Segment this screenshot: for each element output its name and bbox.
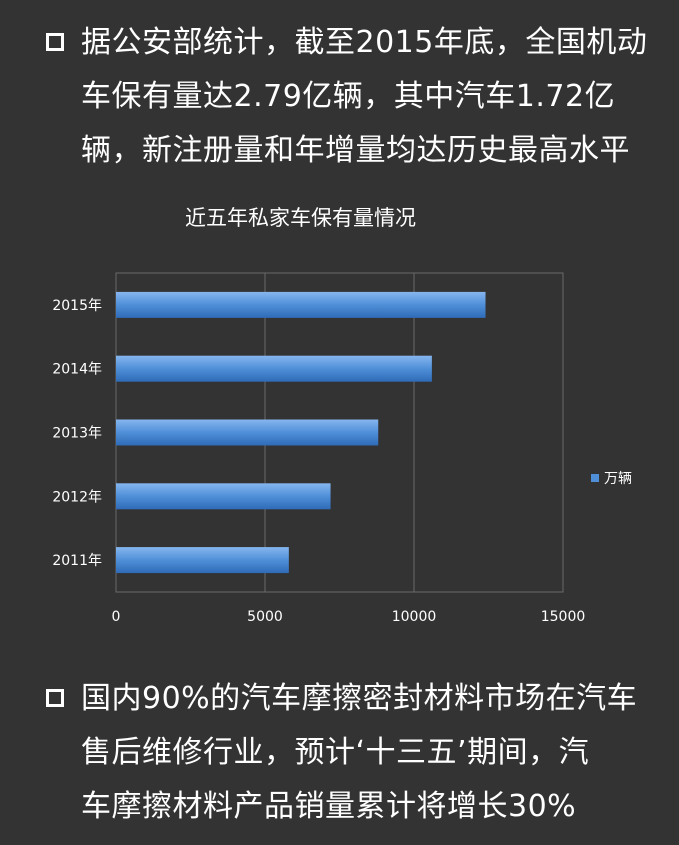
bullet-1-line-1: 据公安部统计，截至2015年底，全国机动 bbox=[81, 25, 648, 60]
legend-label: 万辆 bbox=[604, 471, 632, 487]
y-tick-label: 2015年 bbox=[52, 298, 102, 314]
bullet-1-line-3: 辆，新注册量和年增量均达历史最高水平 bbox=[81, 133, 630, 168]
bullet-2-line-1: 国内90%的汽车摩擦密封材料市场在汽车 bbox=[81, 681, 638, 716]
y-tick-label: 2013年 bbox=[52, 426, 102, 442]
bar-chart: 近五年私家车保有量情况 0 5000 10000 15000 2011年 2012年 201… bbox=[0, 190, 679, 650]
bar bbox=[116, 355, 432, 382]
y-tick-label: 2014年 bbox=[52, 362, 102, 378]
bullet-block-1: 据公安部统计，截至2015年底，全国机动 车保有量达2.79亿辆，其中汽车1.7… bbox=[46, 16, 656, 178]
x-tick-label: 0 bbox=[112, 609, 121, 625]
bar bbox=[116, 547, 289, 574]
legend-swatch bbox=[591, 474, 599, 482]
chart-title: 近五年私家车保有量情况 bbox=[185, 206, 416, 230]
bar bbox=[116, 291, 486, 318]
x-tick-label: 10000 bbox=[392, 609, 437, 625]
square-bullet-icon bbox=[46, 689, 64, 707]
bullet-block-2: 国内90%的汽车摩擦密封材料市场在汽车 售后维修行业，预计‘十三五’期间，汽 车… bbox=[46, 672, 656, 834]
chart-svg: 0 5000 10000 15000 2011年 2012年 2013年 2014年 2015年… bbox=[52, 272, 632, 625]
bullet-2-line-2: 售后维修行业，预计‘十三五’期间，汽 bbox=[81, 735, 590, 770]
x-tick-label: 5000 bbox=[247, 609, 283, 625]
bar bbox=[116, 419, 379, 446]
bar bbox=[116, 483, 331, 510]
square-bullet-icon bbox=[46, 33, 64, 51]
bullet-2-line-3: 车摩擦材料产品销量累计将增长30% bbox=[81, 789, 577, 824]
x-tick-label: 15000 bbox=[541, 609, 586, 625]
bullet-1-line-2: 车保有量达2.79亿辆，其中汽车1.72亿 bbox=[81, 79, 616, 114]
y-tick-label: 2011年 bbox=[52, 553, 102, 569]
y-tick-label: 2012年 bbox=[52, 489, 102, 505]
